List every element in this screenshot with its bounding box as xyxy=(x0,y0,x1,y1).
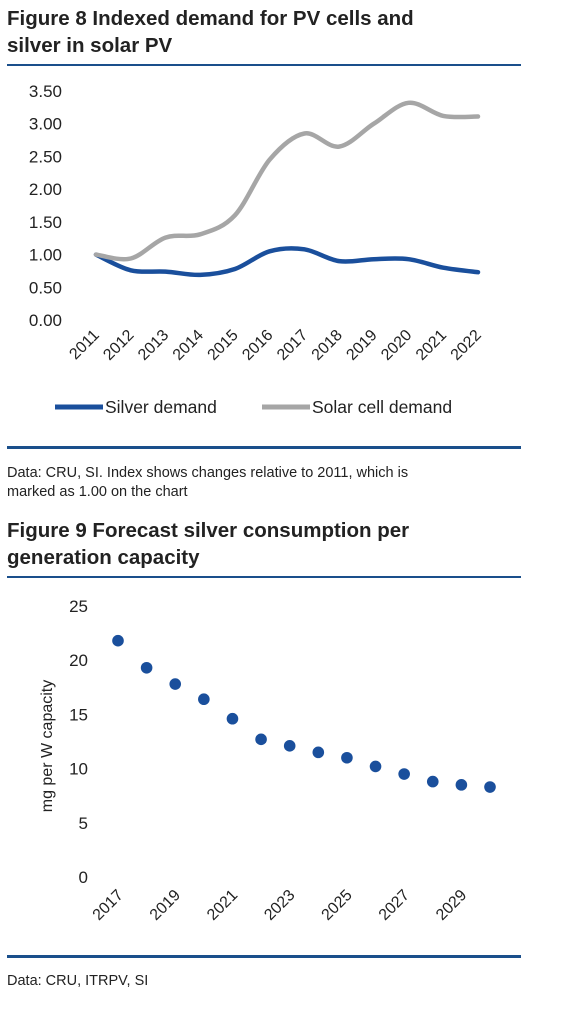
x-tick-label: 2013 xyxy=(135,327,172,364)
data-point xyxy=(369,760,382,773)
y-tick-label: 3.00 xyxy=(29,115,62,134)
x-tick-label: 2018 xyxy=(309,327,346,364)
y-tick-label: 5 xyxy=(79,814,88,833)
legend-label: Silver demand xyxy=(105,397,217,417)
figure-9-bottom-rule xyxy=(7,955,521,958)
x-tick-label: 2021 xyxy=(413,327,450,364)
data-point xyxy=(140,661,153,674)
x-tick-label: 2027 xyxy=(376,887,413,924)
x-tick-label: 2023 xyxy=(261,887,298,924)
x-tick-label: 2020 xyxy=(378,327,415,364)
x-tick-label: 2015 xyxy=(205,327,242,364)
figure-9-title: Figure 9 Forecast silver consumption per… xyxy=(7,519,410,569)
x-tick-label: 2025 xyxy=(319,887,356,924)
x-tick-label: 2011 xyxy=(66,327,102,363)
data-point xyxy=(484,781,496,793)
data-point xyxy=(112,634,124,647)
figure-9-source: Data: CRU, ITRPV, SI xyxy=(7,973,149,989)
data-point xyxy=(198,693,210,706)
legend-label: Solar cell demand xyxy=(312,397,452,417)
data-point xyxy=(426,775,439,788)
x-tick-label: 2021 xyxy=(204,887,241,924)
y-tick-label: 3.50 xyxy=(29,82,62,101)
x-tick-label: 2022 xyxy=(448,327,485,364)
y-tick-label: 1.50 xyxy=(29,213,62,232)
data-point xyxy=(226,712,239,725)
x-tick-label: 2016 xyxy=(239,327,276,364)
data-point xyxy=(169,678,182,690)
data-point xyxy=(341,751,353,764)
x-tick-label: 2017 xyxy=(90,887,127,924)
figure-8-source: Data: CRU, SI. Index shows changes relat… xyxy=(7,465,409,500)
data-point xyxy=(283,740,296,752)
figure-8-bottom-rule xyxy=(7,446,521,449)
y-tick-label: 1.00 xyxy=(29,246,62,265)
y-tick-label: 0.50 xyxy=(29,278,62,297)
series-line-silver-demand xyxy=(93,246,481,278)
x-tick-label: 2029 xyxy=(433,887,470,924)
figure-8-top-rule xyxy=(7,64,521,66)
y-tick-label: 10 xyxy=(69,760,88,779)
y-tick-label: 0.00 xyxy=(29,311,62,330)
data-point xyxy=(312,746,325,759)
y-tick-label: 15 xyxy=(69,705,88,724)
x-tick-label: 2019 xyxy=(147,887,184,924)
figure-8-line-chart: 0.00 0.50 1.00 1.50 2.00 2.50 3.00 3.50 20112012… xyxy=(29,82,485,417)
figure-9-top-rule xyxy=(7,576,521,578)
y-tick-label: 20 xyxy=(69,651,88,670)
y-tick-label: 0 xyxy=(79,868,88,887)
data-point xyxy=(255,733,267,746)
y-tick-label: 2.00 xyxy=(29,180,62,199)
data-point xyxy=(398,768,410,780)
series-line-solar-cell-demand xyxy=(93,100,481,262)
y-tick-label: 2.50 xyxy=(29,147,62,166)
y-tick-label: 25 xyxy=(69,597,88,616)
figure-8-title: Figure 8 Indexed demand for PV cells and… xyxy=(7,7,414,57)
x-tick-label: 2014 xyxy=(170,327,207,364)
x-tick-label: 2012 xyxy=(100,327,137,364)
x-tick-label: 2017 xyxy=(274,327,311,364)
x-tick-label: 2019 xyxy=(343,327,380,364)
y-axis-label: mg per W capacity xyxy=(39,680,56,812)
data-point xyxy=(455,779,468,791)
